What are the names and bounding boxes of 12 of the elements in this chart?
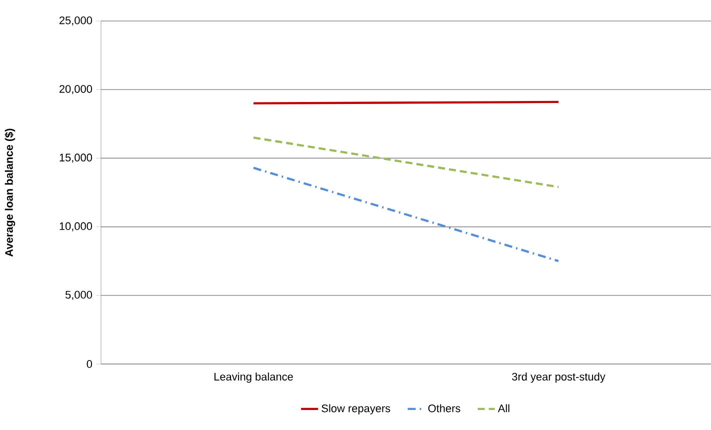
x-tick-label: Leaving balance: [214, 372, 293, 383]
legend-label: Slow repayers: [322, 404, 390, 414]
y-tick-label: 5,000: [65, 290, 92, 300]
y-tick-label: 15,000: [60, 154, 92, 163]
legend-label: All: [498, 404, 510, 412]
y-tick-label: 0: [86, 360, 92, 368]
y-tick-label: 20,000: [60, 85, 92, 94]
y-axis-title: Average loan balance ($): [4, 128, 16, 257]
legend-label: Others: [428, 404, 460, 412]
y-tick-label: 10,000: [60, 222, 92, 232]
y-tick-label: 25,000: [60, 16, 92, 26]
x-tick-label: 3rd year post-study: [512, 372, 606, 383]
